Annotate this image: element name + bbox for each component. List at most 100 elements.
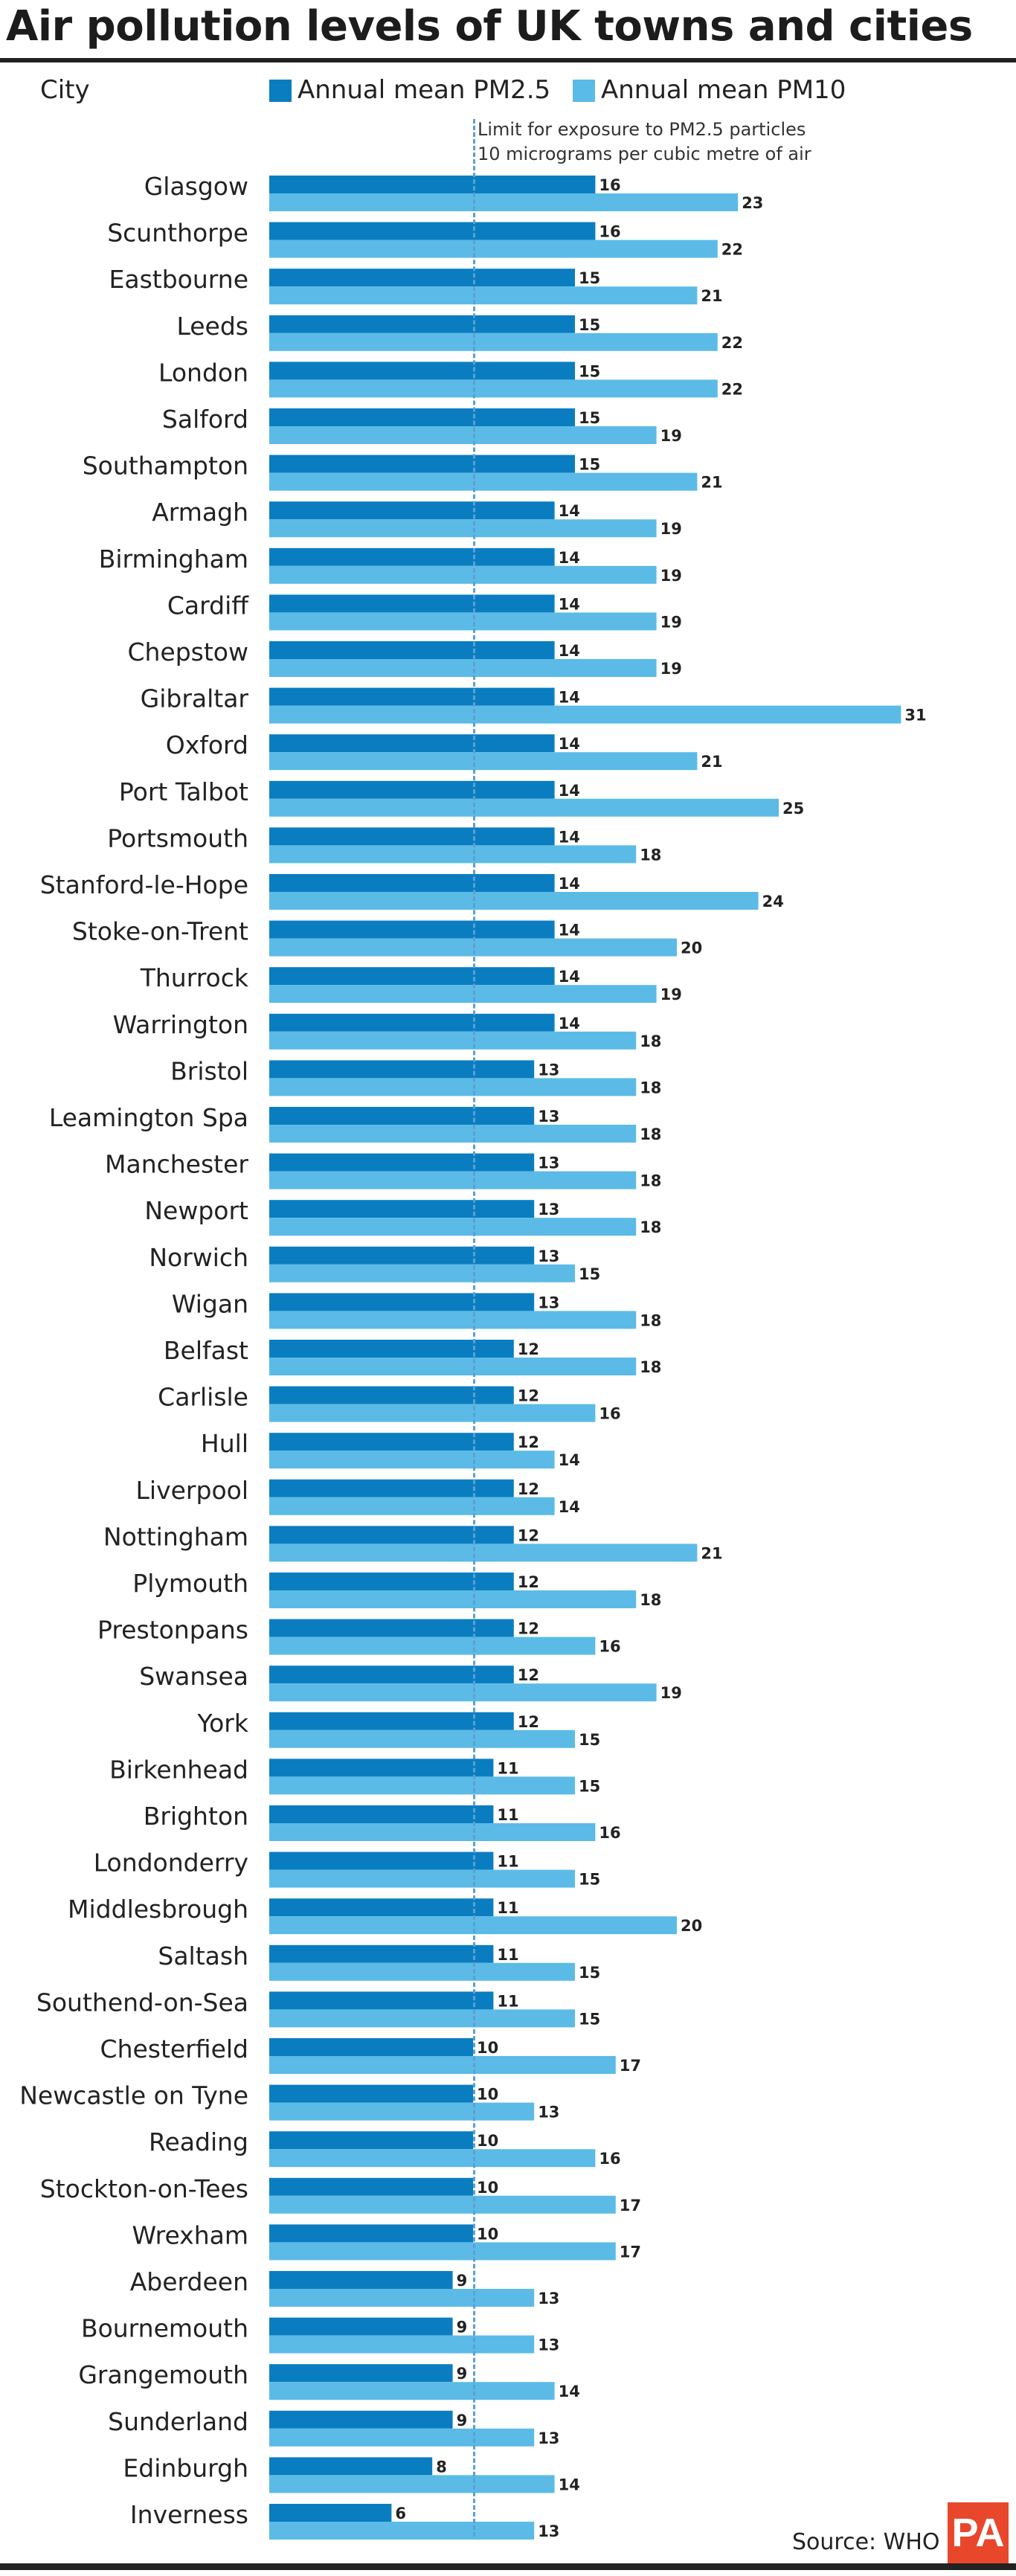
bar-pm10-nottingham bbox=[269, 1544, 698, 1562]
bar-pm10-leamington-spa bbox=[269, 1125, 637, 1143]
bar-pm10-aberdeen bbox=[269, 2289, 535, 2307]
reference-line-label-2: 10 micrograms per cubic metre of air bbox=[478, 144, 811, 164]
category-label-aberdeen: Aberdeen bbox=[130, 2267, 248, 2296]
bar-pm10-scunthorpe bbox=[269, 240, 718, 258]
value-label-pm10-salford: 19 bbox=[660, 427, 682, 445]
value-label-pm25-prestonpans: 12 bbox=[518, 1620, 539, 1638]
bar-pm25-birmingham bbox=[269, 547, 555, 566]
value-label-pm10-swansea: 19 bbox=[660, 1684, 682, 1702]
bar-pm10-wrexham bbox=[269, 2242, 616, 2261]
value-label-pm25-wigan: 13 bbox=[538, 1294, 559, 1311]
category-label-gibraltar: Gibraltar bbox=[141, 684, 249, 713]
category-label-edinburgh: Edinburgh bbox=[123, 2453, 248, 2482]
bar-pm25-warrington bbox=[269, 1013, 555, 1032]
category-label-leeds: Leeds bbox=[176, 312, 248, 341]
bar-pm10-saltash bbox=[269, 1962, 575, 1981]
bar-pm10-thurrock bbox=[269, 985, 657, 1003]
reference-line-label: Limit for exposure to PM2.5 particles 10… bbox=[478, 118, 811, 167]
bar-pm10-birmingham bbox=[269, 565, 657, 584]
bar-pm25-leamington-spa bbox=[269, 1107, 535, 1125]
category-label-grangemouth: Grangemouth bbox=[78, 2360, 248, 2389]
bar-pm10-eastbourne bbox=[269, 286, 698, 305]
legend-swatch-pm25 bbox=[269, 80, 292, 102]
value-label-pm25-inverness: 6 bbox=[395, 2505, 406, 2522]
value-label-pm25-york: 12 bbox=[518, 1713, 539, 1731]
bar-pm25-leeds bbox=[269, 315, 575, 333]
value-label-pm25-swansea: 12 bbox=[518, 1666, 539, 1684]
category-label-portsmouth: Portsmouth bbox=[107, 823, 248, 852]
bar-pm10-bristol bbox=[269, 1078, 637, 1096]
bar-pm10-southampton bbox=[269, 472, 698, 491]
bar-pm10-swansea bbox=[269, 1683, 657, 1702]
category-label-stoke-on-trent: Stoke-on-Trent bbox=[72, 917, 248, 946]
value-label-pm10-chesterfield: 17 bbox=[620, 2057, 641, 2075]
category-label-liverpool: Liverpool bbox=[136, 1476, 248, 1505]
category-label-york: York bbox=[196, 1709, 249, 1738]
bar-pm25-brighton bbox=[269, 1805, 494, 1823]
bar-pm25-salford bbox=[269, 408, 575, 426]
category-label-southend-on-sea: Southend-on-Sea bbox=[36, 1988, 248, 2017]
value-label-pm10-wrexham: 17 bbox=[620, 2243, 641, 2261]
bar-pm25-stoke-on-trent bbox=[269, 920, 555, 939]
category-label-prestonpans: Prestonpans bbox=[97, 1616, 248, 1645]
value-label-pm10-hull: 14 bbox=[559, 1451, 580, 1469]
value-label-pm25-norwich: 13 bbox=[538, 1247, 559, 1265]
value-label-pm25-chepstow: 14 bbox=[559, 642, 580, 660]
value-label-pm10-brighton: 16 bbox=[599, 1824, 620, 1842]
category-label-chesterfield: Chesterfield bbox=[100, 2034, 248, 2063]
bar-pm25-reading bbox=[269, 2131, 473, 2150]
bar-pm25-wrexham bbox=[269, 2224, 473, 2243]
bar-pm25-stanford-le-hope bbox=[269, 874, 555, 892]
value-label-pm25-carlisle: 12 bbox=[518, 1387, 539, 1405]
bar-pm25-york bbox=[269, 1712, 514, 1730]
value-label-pm10-newcastle-on-tyne: 13 bbox=[538, 2104, 559, 2121]
category-label-londonderry: Londonderry bbox=[94, 1849, 248, 1878]
value-label-pm10-nottingham: 21 bbox=[701, 1544, 722, 1562]
bar-pm25-plymouth bbox=[269, 1573, 514, 1590]
value-label-pm10-inverness: 13 bbox=[538, 2522, 559, 2540]
pa-logo: PA bbox=[948, 2502, 1009, 2563]
bar-pm10-glasgow bbox=[269, 193, 739, 211]
bar-pm25-inverness bbox=[269, 2504, 392, 2522]
bar-pm25-oxford bbox=[269, 734, 555, 753]
value-label-pm25-oxford: 14 bbox=[559, 735, 580, 753]
bar-pm25-bournemouth bbox=[269, 2317, 453, 2336]
value-label-pm25-reading: 10 bbox=[477, 2132, 498, 2150]
value-label-pm25-manchester: 13 bbox=[538, 1154, 559, 1172]
category-label-scunthorpe: Scunthorpe bbox=[107, 219, 248, 248]
value-label-pm25-birmingham: 14 bbox=[559, 549, 580, 567]
value-label-pm25-londonderry: 11 bbox=[497, 1853, 518, 1871]
value-label-pm10-warrington: 18 bbox=[640, 1032, 661, 1050]
value-label-pm25-newcastle-on-tyne: 10 bbox=[477, 2086, 498, 2104]
value-label-pm10-oxford: 21 bbox=[701, 753, 722, 771]
category-label-wigan: Wigan bbox=[172, 1289, 248, 1318]
category-label-plymouth: Plymouth bbox=[132, 1569, 248, 1598]
value-label-pm10-portsmouth: 18 bbox=[640, 846, 661, 864]
value-label-pm10-manchester: 18 bbox=[640, 1172, 661, 1190]
category-label-sunderland: Sunderland bbox=[108, 2407, 248, 2436]
value-label-pm10-port-talbot: 25 bbox=[782, 800, 804, 818]
category-label-cardiff: Cardiff bbox=[167, 591, 249, 620]
value-label-pm25-port-talbot: 14 bbox=[559, 782, 580, 800]
value-label-pm10-prestonpans: 16 bbox=[599, 1638, 620, 1656]
bottom-rule bbox=[0, 2563, 1016, 2570]
bar-pm10-hull bbox=[269, 1451, 555, 1469]
value-label-pm10-grangemouth: 14 bbox=[559, 2383, 580, 2400]
category-label-wrexham: Wrexham bbox=[132, 2220, 248, 2249]
bar-pm10-carlisle bbox=[269, 1404, 596, 1422]
value-label-pm25-stockton-on-tees: 10 bbox=[477, 2179, 498, 2197]
category-label-reading: Reading bbox=[149, 2127, 248, 2156]
bar-pm25-cardiff bbox=[269, 594, 555, 613]
bar-pm10-york bbox=[269, 1729, 575, 1748]
bar-pm10-portsmouth bbox=[269, 845, 637, 864]
category-label-stockton-on-tees: Stockton-on-Tees bbox=[40, 2174, 248, 2203]
bar-pm25-middlesbrough bbox=[269, 1898, 494, 1917]
bar-pm10-southend-on-sea bbox=[269, 2009, 575, 2028]
bar-pm10-prestonpans bbox=[269, 1637, 596, 1655]
value-label-pm25-middlesbrough: 11 bbox=[497, 1899, 518, 1917]
value-label-pm25-nottingham: 12 bbox=[518, 1526, 539, 1544]
bar-pm25-carlisle bbox=[269, 1386, 514, 1404]
reference-line bbox=[473, 119, 475, 2537]
category-label-saltash: Saltash bbox=[158, 1941, 248, 1970]
bar-pm10-cardiff bbox=[269, 612, 657, 631]
